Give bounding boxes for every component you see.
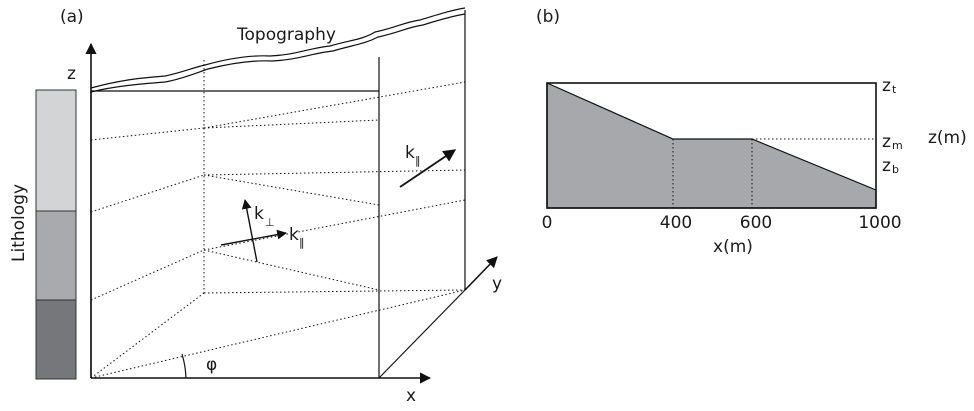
z-top-subscript: t bbox=[892, 83, 897, 96]
k-perp-label: k bbox=[254, 204, 264, 224]
lithology-label: Lithology bbox=[9, 184, 29, 262]
angle-arc bbox=[181, 353, 187, 379]
k-parallel-arrow bbox=[220, 229, 287, 246]
tick-600: 600 bbox=[740, 213, 772, 233]
x-axis-label: x bbox=[406, 386, 416, 406]
topography-surface bbox=[90, 7, 466, 93]
z-bot-subscript: b bbox=[892, 163, 899, 176]
panel-b: (b) 0 400 600 1000 x(m) z(m) z t z m z b bbox=[536, 7, 967, 257]
z-top-label: z bbox=[882, 76, 891, 96]
k-perp-subscript: ⊥ bbox=[265, 216, 275, 229]
angle-label: φ bbox=[206, 355, 217, 375]
panel-a-label: (a) bbox=[60, 7, 84, 27]
topography-label: Topography bbox=[236, 25, 336, 45]
panel-b-label: (b) bbox=[536, 7, 560, 27]
profile-fill bbox=[546, 82, 877, 209]
tick-1000: 1000 bbox=[858, 213, 901, 233]
y-axis bbox=[464, 256, 498, 291]
z-bot-label: z bbox=[882, 156, 891, 176]
k-perp-arrow bbox=[241, 199, 258, 263]
lithology-layer-bottom bbox=[35, 299, 77, 380]
z-axis-title: z(m) bbox=[928, 128, 967, 148]
profile-dotted-lines bbox=[672, 138, 876, 208]
z-axis-label: z bbox=[67, 64, 76, 84]
lithology-layer-middle bbox=[35, 210, 77, 301]
k-parallel-side-arrow bbox=[399, 149, 457, 188]
z-mid-label: z bbox=[882, 132, 891, 152]
panel-a: (a) Lithology z x y Topograph bbox=[9, 7, 502, 406]
lithology-column bbox=[35, 89, 77, 380]
y-axis-label: y bbox=[492, 274, 502, 294]
block-edges bbox=[90, 10, 466, 379]
tick-0: 0 bbox=[542, 213, 553, 233]
lithology-layer-top bbox=[35, 89, 77, 212]
k-parallel-side-label: k bbox=[405, 143, 415, 163]
profile-frame bbox=[546, 82, 877, 209]
hidden-edges bbox=[90, 60, 466, 379]
x-axis-title: x(m) bbox=[713, 237, 753, 257]
k-parallel-label: k bbox=[289, 225, 299, 245]
k-parallel-side-subscript: ‖ bbox=[415, 154, 421, 167]
k-parallel-subscript: ‖ bbox=[299, 236, 305, 249]
z-mid-subscript: m bbox=[892, 139, 903, 152]
tick-400: 400 bbox=[660, 213, 692, 233]
